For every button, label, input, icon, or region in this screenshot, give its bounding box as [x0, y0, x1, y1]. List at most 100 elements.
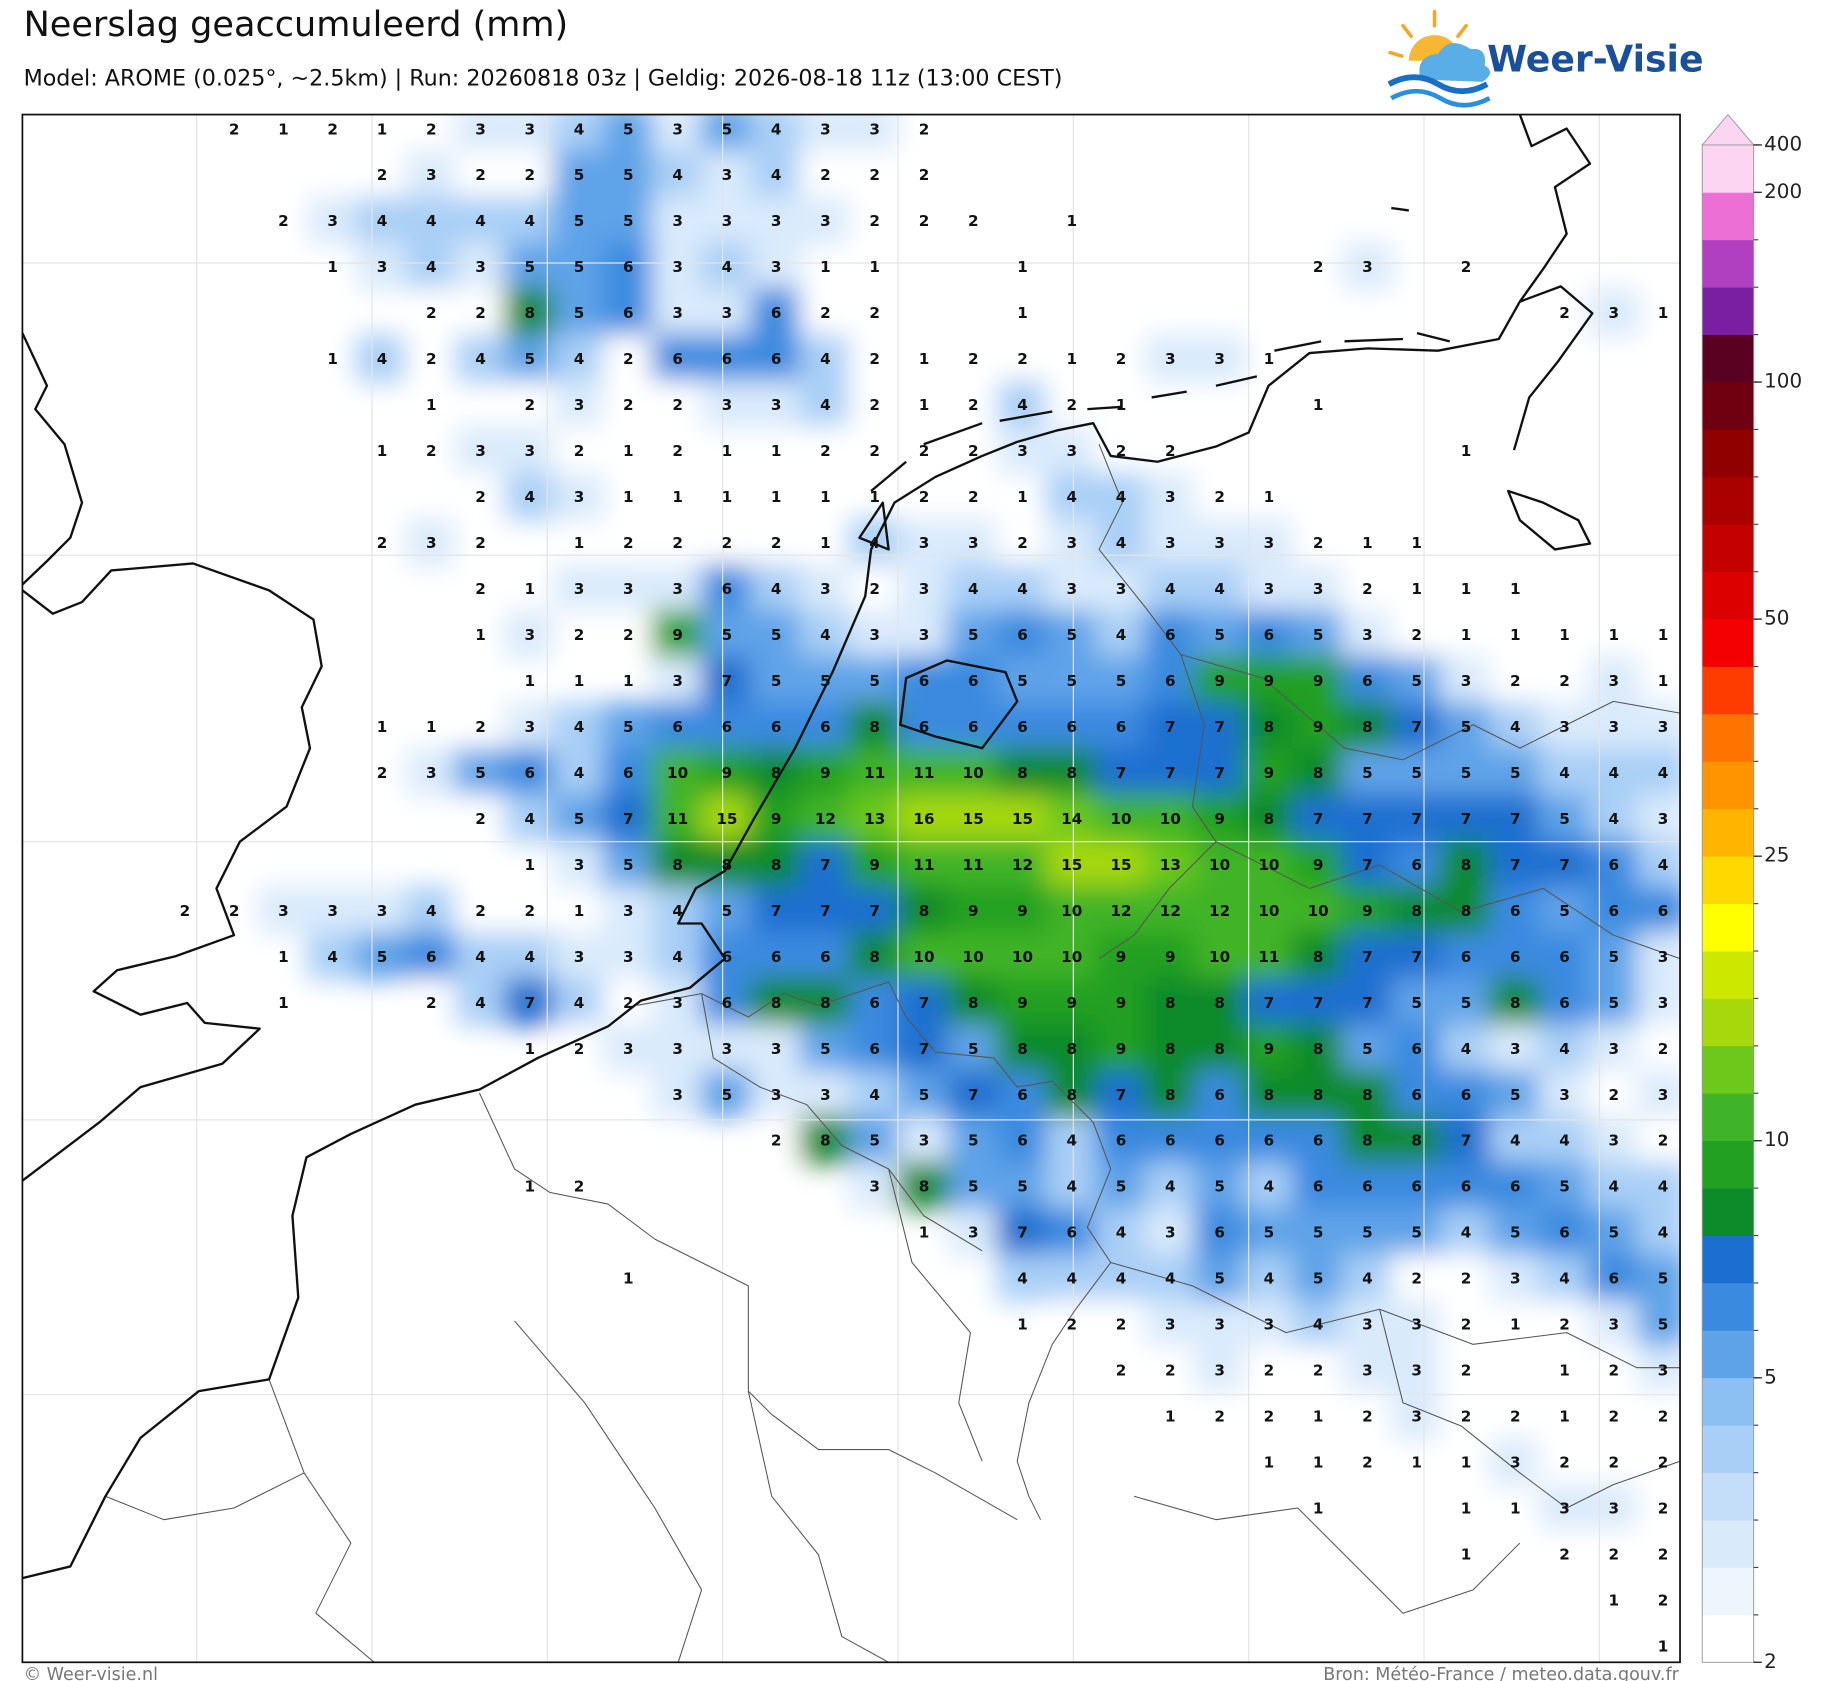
value-label: 11: [963, 856, 984, 874]
precip-cell: [848, 564, 901, 613]
precip-cell: [1637, 1299, 1681, 1349]
precip-cell: [799, 794, 852, 843]
value-label: 4: [820, 626, 831, 644]
value-label: 8: [820, 1132, 831, 1150]
value-label: 3: [1510, 1270, 1521, 1288]
value-label: 5: [722, 902, 733, 920]
value-label: 7: [525, 994, 536, 1012]
value-label: 7: [919, 1040, 930, 1058]
value-label: 4: [1658, 856, 1669, 874]
value-label: 5: [1362, 1224, 1373, 1242]
value-label: 1: [327, 350, 338, 368]
precip-cell: [1292, 977, 1344, 1027]
colorbar-segment: [1702, 619, 1754, 667]
value-label: 15: [1012, 810, 1033, 828]
value-label: 1: [525, 1040, 536, 1058]
value-label: 3: [771, 212, 782, 230]
value-label: 7: [1362, 994, 1373, 1012]
precip-cell: [1144, 702, 1197, 751]
value-label: 1: [820, 488, 831, 506]
value-label: 3: [722, 304, 733, 322]
colorbar-segment: [1702, 1188, 1754, 1236]
value-label: 3: [525, 718, 536, 736]
value-label: 4: [1067, 488, 1078, 506]
value-label: 5: [623, 718, 634, 736]
precip-cell: [159, 886, 211, 935]
value-label: 5: [1510, 764, 1521, 782]
precip-cell: [1095, 1069, 1147, 1119]
precip-cell: [1587, 1115, 1640, 1165]
value-label: 5: [1362, 764, 1373, 782]
value-label: 5: [1214, 626, 1225, 644]
value-label: 15: [1061, 856, 1082, 874]
precip-cell: [1489, 656, 1542, 705]
precip-cell: [651, 932, 704, 981]
value-label: 6: [1264, 1132, 1275, 1150]
precip-cell: [799, 150, 852, 199]
value-label: 6: [1461, 1178, 1472, 1196]
colorbar-segment: [1702, 666, 1754, 715]
value-label: 2: [1609, 1454, 1620, 1472]
value-label: 6: [820, 948, 831, 966]
precip-cell: [553, 288, 605, 337]
precip-cell: [1390, 932, 1443, 981]
value-label: 6: [1559, 994, 1570, 1012]
precip-cell: [1243, 518, 1295, 567]
value-label: 2: [722, 534, 733, 552]
value-label: 7: [1313, 994, 1324, 1012]
precip-cell: [1637, 1023, 1681, 1073]
value-label: 1: [771, 442, 782, 460]
precip-cell: [1045, 426, 1098, 475]
precip-cell: [1095, 1023, 1147, 1073]
value-label: 3: [574, 488, 585, 506]
value-label: 1: [1264, 1454, 1275, 1472]
value-label: 9: [1116, 948, 1127, 966]
value-label: 2: [475, 718, 486, 736]
value-label: 4: [1067, 1132, 1078, 1150]
precip-cell: [947, 748, 1000, 797]
value-label: 3: [820, 1086, 831, 1104]
precip-cell: [651, 242, 704, 291]
value-label: 3: [1214, 350, 1225, 368]
precip-cell: [553, 114, 605, 153]
precip-cell: [1144, 977, 1197, 1027]
precip-cell: [996, 977, 1049, 1027]
precip-cell: [1292, 242, 1344, 291]
precip-cell: [1144, 1161, 1197, 1211]
precip-cell: [1243, 886, 1295, 935]
value-label: 2: [1067, 396, 1078, 414]
value-label: 6: [1461, 948, 1472, 966]
precip-cell: [651, 288, 704, 337]
precip-cell: [848, 1161, 901, 1211]
precip-cell: [1095, 426, 1147, 475]
colorbar-segment: [1702, 429, 1754, 478]
value-label: 4: [1116, 626, 1127, 644]
precip-cell: [1390, 748, 1443, 797]
precip-cell: [454, 794, 507, 843]
value-label: 4: [820, 396, 831, 414]
value-label: 1: [771, 488, 782, 506]
value-label: 5: [771, 672, 782, 690]
value-label: 3: [1116, 580, 1127, 598]
value-label: 4: [771, 166, 782, 184]
coastlines: [22, 114, 1594, 1580]
value-label: 8: [1510, 994, 1521, 1012]
value-label: 1: [574, 534, 585, 552]
precip-cell: [1193, 472, 1246, 521]
value-label: 4: [1362, 1270, 1373, 1288]
precip-cell: [1341, 1253, 1394, 1303]
colorbar-tick-label: 10: [1764, 1128, 1789, 1151]
colorbar-segment: [1702, 1377, 1754, 1426]
value-label: 3: [574, 396, 585, 414]
value-label: 2: [525, 902, 536, 920]
value-label: 2: [1313, 1362, 1324, 1380]
value-label: 3: [1658, 810, 1669, 828]
precip-cell: [1489, 840, 1542, 889]
value-label: 4: [1609, 764, 1620, 782]
value-label: 8: [1362, 1132, 1373, 1150]
value-label: 5: [1658, 1316, 1669, 1334]
value-label: 6: [1165, 1132, 1176, 1150]
value-label: 8: [771, 856, 782, 874]
value-label: 2: [1658, 1132, 1669, 1150]
